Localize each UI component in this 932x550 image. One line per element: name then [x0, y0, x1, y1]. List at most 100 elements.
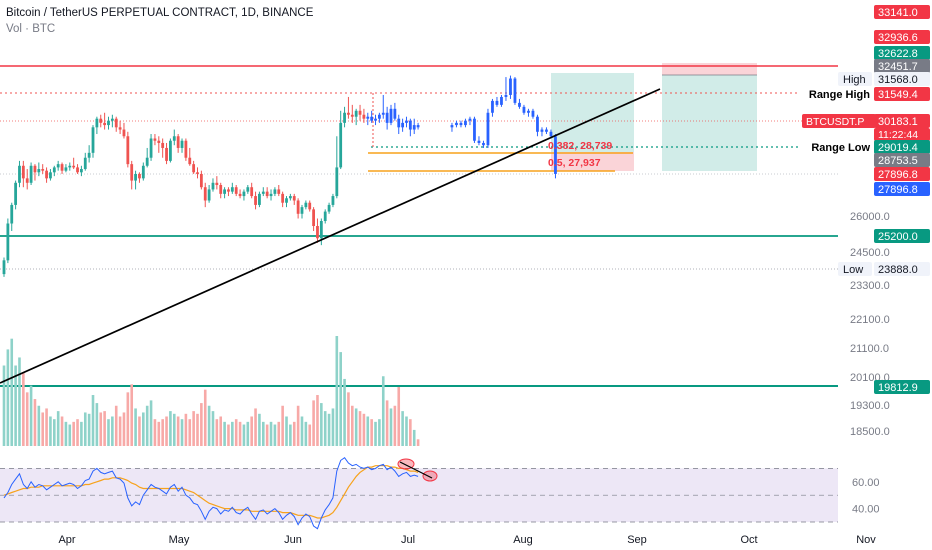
- candle: [149, 138, 153, 158]
- rsi-axis-tick: 40.00: [852, 504, 880, 516]
- volume-bar: [103, 411, 106, 446]
- candle: [250, 187, 254, 197]
- candle: [339, 122, 343, 168]
- candle: [230, 187, 234, 192]
- countdown-text: 11:22:44: [878, 129, 918, 141]
- volume-bar: [269, 421, 273, 446]
- candle: [358, 110, 362, 115]
- volume-bar: [14, 365, 17, 446]
- candle: [99, 118, 103, 123]
- volume-bar: [393, 405, 397, 446]
- candle: [83, 157, 87, 170]
- volume-bar: [242, 424, 246, 446]
- price-badge-text: 31549.4: [878, 89, 918, 101]
- volume-bar: [165, 416, 168, 446]
- chart-legend: Bitcoin / TetherUS PERPETUAL CONTRACT, 1…: [6, 5, 313, 37]
- extreme-label: High: [843, 74, 866, 86]
- candle: [87, 152, 91, 158]
- candle: [393, 108, 397, 119]
- price-badge-text: 33141.0: [878, 7, 918, 19]
- candle: [60, 164, 64, 171]
- price-badge-text: 27896.8: [878, 169, 918, 181]
- price-badge-text: 31568.0: [878, 74, 918, 86]
- volume-label: Vol · BTC: [6, 23, 56, 35]
- projection-candle: [540, 129, 544, 132]
- candle: [176, 136, 180, 148]
- projection-candle: [527, 110, 530, 113]
- candle: [416, 125, 420, 128]
- volume-bar: [142, 412, 145, 446]
- candle: [76, 167, 79, 173]
- projection-candle: [545, 129, 548, 132]
- volume-bar: [192, 411, 195, 446]
- volume-bar: [76, 419, 79, 446]
- candle: [52, 167, 56, 173]
- range-label: Range Low: [811, 142, 870, 154]
- price-badge-text: 25200.0: [878, 231, 918, 243]
- volume-bar: [22, 372, 25, 446]
- volume-bar: [409, 419, 412, 446]
- candle: [265, 191, 269, 197]
- volume-bar: [126, 392, 130, 446]
- candle: [316, 226, 319, 239]
- volume-bar: [49, 416, 52, 446]
- candle: [374, 118, 377, 121]
- volume-bar: [95, 403, 99, 446]
- volume-bar: [405, 416, 408, 446]
- projection-candle: [473, 118, 476, 141]
- volume-bar: [138, 416, 141, 446]
- candle: [300, 207, 304, 214]
- candle: [25, 178, 29, 183]
- volume-bar: [289, 424, 292, 446]
- rsi-line: [3, 457, 419, 530]
- candle: [304, 202, 308, 208]
- y-axis-tick: 21100.0: [850, 343, 889, 355]
- projection-candle: [549, 131, 553, 137]
- volume-bar: [118, 416, 122, 446]
- candle: [180, 140, 184, 148]
- volume-bar: [145, 405, 149, 446]
- candle: [199, 173, 203, 188]
- candle: [389, 108, 393, 123]
- candle: [354, 110, 358, 117]
- candle: [258, 193, 261, 205]
- volume-bar: [327, 413, 331, 446]
- candle: [114, 118, 118, 128]
- price-badge: [874, 5, 930, 19]
- volume-bar: [153, 419, 157, 446]
- volume-bar: [161, 419, 164, 446]
- volume-bar: [331, 408, 335, 446]
- stop-loss-zone-right: [662, 63, 757, 75]
- candle: [37, 169, 41, 173]
- candle: [405, 120, 408, 123]
- candle: [145, 157, 149, 166]
- volume-bar: [111, 416, 114, 446]
- projection-candle: [477, 140, 481, 143]
- projection-candle: [468, 118, 472, 121]
- volume-bar: [285, 416, 288, 446]
- rsi-axis-tick: 60.00: [852, 477, 880, 489]
- volume-bar: [45, 408, 48, 446]
- candle: [103, 122, 107, 126]
- volume-bar: [157, 421, 161, 446]
- volume-bar: [234, 419, 238, 446]
- x-axis-label: Nov: [856, 534, 876, 546]
- volume-bar: [343, 378, 346, 446]
- candle: [412, 125, 416, 130]
- rsi-ma-line: [3, 465, 419, 519]
- candle: [110, 118, 114, 121]
- candle: [323, 211, 327, 221]
- x-axis-label: May: [169, 534, 190, 546]
- candle: [312, 209, 315, 226]
- candle: [385, 112, 389, 123]
- volume-bar: [335, 336, 339, 446]
- volume-bar: [312, 400, 315, 446]
- volume-bar: [200, 403, 203, 446]
- candle: [207, 189, 211, 201]
- candle: [238, 193, 242, 197]
- volume-bar: [265, 424, 269, 446]
- candle: [21, 165, 25, 179]
- candle: [215, 182, 219, 186]
- candle: [254, 196, 257, 205]
